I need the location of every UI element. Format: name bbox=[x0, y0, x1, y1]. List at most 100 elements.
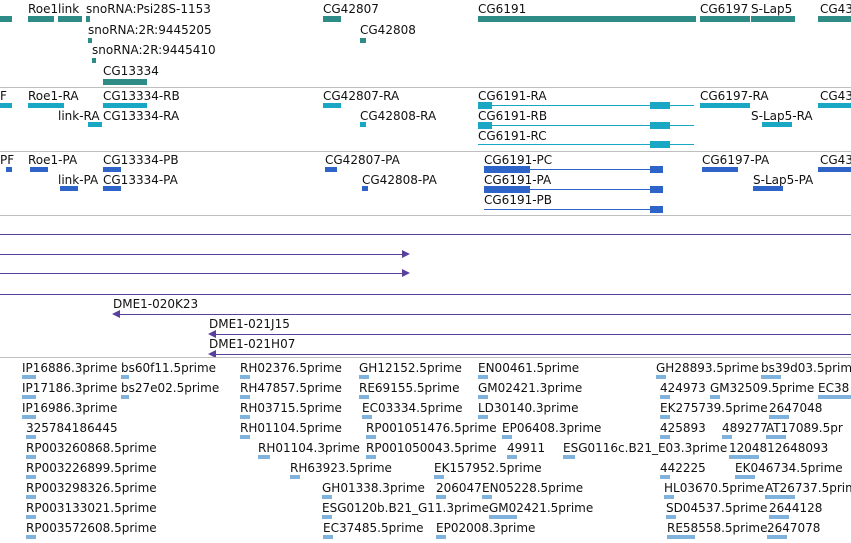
protein-exon[interactable] bbox=[650, 166, 663, 173]
protein-label[interactable]: S-Lap5-PA bbox=[753, 173, 814, 187]
est-label[interactable]: AT17089.5pr bbox=[766, 421, 843, 435]
est-label[interactable]: IP16986.3prime bbox=[22, 401, 118, 415]
est-label[interactable]: bs39d03.5prime bbox=[761, 361, 851, 375]
clone-label[interactable]: DME1-021J15 bbox=[209, 317, 290, 331]
transcript-label[interactable]: CG13334-RB bbox=[103, 89, 180, 103]
protein-label[interactable]: CG6191-PA bbox=[484, 173, 552, 187]
est-label[interactable]: RH03715.5prime bbox=[240, 401, 342, 415]
est-bar[interactable] bbox=[26, 455, 36, 459]
est-bar[interactable] bbox=[240, 395, 250, 399]
gene-bar-cg43[interactable] bbox=[818, 16, 851, 22]
transcript-label[interactable]: CG6191-RB bbox=[478, 109, 548, 123]
est-label[interactable]: IP16886.3prime bbox=[22, 361, 118, 375]
est-label[interactable]: GH28893.5prime bbox=[656, 361, 759, 375]
protein-label[interactable]: CG6191-PB bbox=[484, 193, 553, 207]
gene-label[interactable]: Roe1 bbox=[28, 2, 59, 16]
clone-line[interactable] bbox=[0, 254, 404, 255]
transcript-bar[interactable] bbox=[818, 103, 851, 108]
protein-label[interactable]: CG6197-PA bbox=[702, 153, 770, 167]
transcript-label[interactable]: CG43 bbox=[820, 89, 851, 103]
est-bar[interactable] bbox=[240, 415, 250, 419]
est-label[interactable]: GM02421.5prime bbox=[489, 501, 594, 515]
est-bar[interactable] bbox=[735, 475, 755, 479]
est-label[interactable]: EK157952.5prime bbox=[434, 461, 542, 475]
protein-bar[interactable] bbox=[362, 186, 368, 191]
est-label[interactable]: GH01338.3prime bbox=[322, 481, 425, 495]
protein-bar[interactable] bbox=[818, 167, 851, 172]
est-bar[interactable] bbox=[240, 375, 250, 379]
est-bar[interactable] bbox=[769, 515, 789, 519]
transcript-exon[interactable] bbox=[650, 102, 670, 109]
transcript-line[interactable] bbox=[478, 105, 694, 106]
clone-label[interactable]: DME1-020K23 bbox=[113, 297, 199, 311]
transcript-label[interactable]: F bbox=[0, 89, 7, 103]
est-bar[interactable] bbox=[666, 515, 676, 519]
est-bar[interactable] bbox=[322, 515, 332, 519]
gene-bar-snorna-1153[interactable] bbox=[86, 16, 90, 22]
est-label[interactable]: RH01104.5prime bbox=[240, 421, 342, 435]
est-label[interactable]: AT26737.5prime bbox=[765, 481, 851, 495]
gene-bar-link[interactable] bbox=[58, 16, 82, 22]
est-label[interactable]: 2644128 bbox=[769, 501, 823, 515]
protein-exon[interactable] bbox=[650, 206, 663, 213]
gene-bar-cg42808[interactable] bbox=[360, 38, 366, 43]
est-bar[interactable] bbox=[722, 435, 732, 439]
est-bar[interactable] bbox=[26, 495, 36, 499]
est-bar[interactable] bbox=[478, 395, 488, 399]
clone-line[interactable] bbox=[0, 294, 851, 295]
est-label[interactable]: 325784186445 bbox=[26, 421, 118, 435]
est-label[interactable]: EP02008.3prime bbox=[436, 521, 536, 535]
est-label[interactable]: SD04537.5prime bbox=[666, 501, 768, 515]
est-label[interactable]: 2647048 bbox=[769, 401, 823, 415]
protein-bar[interactable] bbox=[103, 186, 121, 191]
protein-line[interactable] bbox=[484, 169, 662, 170]
est-bar[interactable] bbox=[436, 535, 446, 539]
transcript-label[interactable]: CG6191-RA bbox=[478, 89, 547, 103]
transcript-bar[interactable] bbox=[0, 103, 12, 108]
est-label[interactable]: EN00461.5prime bbox=[478, 361, 580, 375]
est-bar[interactable] bbox=[478, 415, 488, 419]
gene-label[interactable]: S-Lap5 bbox=[751, 2, 793, 16]
transcript-label[interactable]: S-Lap5-RA bbox=[751, 109, 813, 123]
est-label[interactable]: 424973 bbox=[660, 381, 706, 395]
est-bar[interactable] bbox=[761, 375, 781, 379]
est-bar[interactable] bbox=[240, 435, 250, 439]
protein-label[interactable]: CG43 bbox=[820, 153, 851, 167]
gene-bar-cg6197[interactable] bbox=[700, 16, 750, 22]
protein-bar[interactable] bbox=[753, 186, 783, 191]
est-bar[interactable] bbox=[322, 495, 332, 499]
gene-label[interactable]: link bbox=[58, 2, 80, 16]
protein-label[interactable]: PF bbox=[0, 153, 15, 167]
est-bar[interactable] bbox=[359, 395, 369, 399]
est-bar[interactable] bbox=[26, 435, 36, 439]
transcript-label[interactable]: CG6191-RC bbox=[478, 129, 547, 143]
est-bar[interactable] bbox=[436, 495, 446, 499]
protein-label[interactable]: CG13334-PB bbox=[103, 153, 179, 167]
est-label[interactable]: RH63923.5prime bbox=[290, 461, 392, 475]
est-bar[interactable] bbox=[660, 415, 670, 419]
est-bar[interactable] bbox=[660, 435, 670, 439]
est-bar[interactable] bbox=[290, 475, 300, 479]
est-bar[interactable] bbox=[323, 535, 333, 539]
est-bar[interactable] bbox=[362, 415, 372, 419]
transcript-bar[interactable] bbox=[700, 103, 750, 108]
est-label[interactable]: 49911 bbox=[507, 441, 546, 455]
est-bar[interactable] bbox=[366, 455, 376, 459]
clone-line[interactable] bbox=[216, 354, 851, 355]
gene-label[interactable]: CG13334 bbox=[103, 64, 159, 78]
est-label[interactable]: GM32509.5prime bbox=[710, 381, 815, 395]
est-label[interactable]: 425893 bbox=[660, 421, 706, 435]
transcript-line[interactable] bbox=[478, 144, 694, 145]
transcript-bar[interactable] bbox=[323, 103, 341, 108]
protein-label[interactable]: link-PA bbox=[58, 173, 99, 187]
protein-line[interactable] bbox=[484, 209, 662, 210]
est-bar[interactable] bbox=[121, 395, 129, 399]
protein-label[interactable]: CG6191-PC bbox=[484, 153, 553, 167]
gene-bar-snorna-410[interactable] bbox=[92, 58, 96, 63]
est-label[interactable]: RP003226899.5prime bbox=[26, 461, 157, 475]
gene-label[interactable]: CG42808 bbox=[360, 23, 416, 37]
est-bar[interactable] bbox=[26, 515, 36, 519]
est-label[interactable]: IP17186.3prime bbox=[22, 381, 118, 395]
est-label[interactable]: 2647078 bbox=[767, 521, 821, 535]
